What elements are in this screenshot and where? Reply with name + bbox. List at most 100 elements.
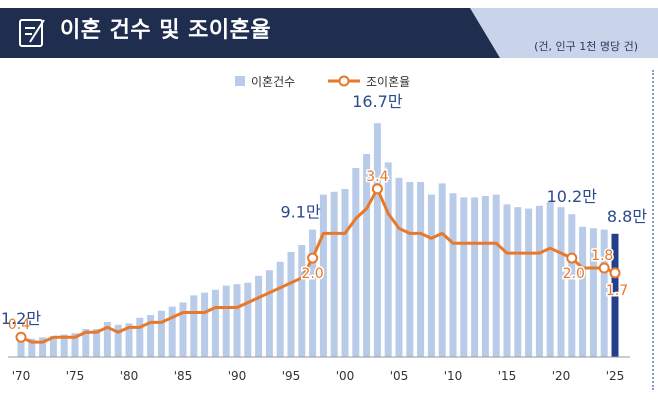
bar-label-2003: 16.7만 [352, 92, 403, 111]
bar-1975 [71, 333, 79, 357]
bar-1972 [39, 337, 47, 357]
bar-1994 [276, 261, 284, 357]
bar-1980 [125, 323, 133, 357]
bar-1990 [233, 284, 241, 357]
bar-1985 [179, 302, 187, 357]
x-tick-labels: '70 '75 '80 '85 '90 '95 '00 '05 '10 '15 '20 '25 [12, 369, 625, 383]
x-tick-2025: '25 [606, 369, 625, 383]
bar-1973 [49, 336, 57, 357]
bar-1978 [103, 322, 111, 357]
data-labels-group: 0.4 2.0 3.4 2.0 1.8 1.7 1.2만 9.1만 16.7만 10.2만 8.8만 [1, 92, 647, 335]
bar-2017 [525, 208, 533, 357]
dotted-divider [652, 70, 654, 390]
x-tick-1990: '90 [228, 369, 247, 383]
rate-marker-1970 [15, 331, 27, 343]
bar-1988 [211, 289, 219, 357]
x-tick-1980: '80 [120, 369, 139, 383]
bar-2013 [481, 196, 489, 357]
bar-2024 [600, 229, 608, 357]
bar-label-2025: 8.8만 [607, 207, 647, 226]
bar-2014 [492, 194, 500, 357]
rate-line-group [15, 183, 621, 344]
legend: 이혼건수 조이혼율 [235, 75, 410, 89]
bar-1979 [114, 324, 122, 357]
bar-2019 [546, 201, 554, 357]
bar-2021 [568, 214, 576, 357]
bar-1984 [168, 306, 176, 357]
bar-2015 [503, 204, 511, 357]
bar-2004 [384, 162, 392, 357]
bar-1986 [190, 295, 198, 357]
bar-2018 [535, 205, 543, 357]
bar-1996 [298, 245, 306, 357]
x-tick-2000: '00 [336, 369, 355, 383]
bar-label-1970: 1.2만 [1, 309, 41, 328]
rate-line [20, 187, 616, 344]
bar-2005 [395, 177, 403, 357]
rate-marker-2021 [566, 252, 578, 264]
legend-bar-swatch [235, 76, 245, 86]
bar-1970 [17, 340, 25, 357]
bar-2012 [471, 197, 479, 357]
bar-2000 [341, 189, 349, 357]
header-banner: 이혼 건수 및 조이혼율 (건, 인구 1천 명당 건) [0, 0, 658, 62]
rate-label-2024: 1.8 [591, 248, 613, 264]
bar-2002 [363, 154, 371, 357]
bar-1997 [309, 229, 317, 357]
x-tick-1975: '75 [66, 369, 85, 383]
bars-group [17, 123, 619, 357]
bar-1982 [147, 315, 155, 357]
bar-label-2021: 10.2만 [547, 187, 598, 206]
bar-2023 [589, 228, 597, 357]
bar-label-1997: 9.1만 [281, 203, 321, 222]
x-tick-2005: '05 [390, 369, 409, 383]
bar-2003 [373, 123, 381, 357]
x-tick-1970: '70 [12, 369, 31, 383]
bar-1987 [201, 292, 209, 357]
bar-2016 [514, 207, 522, 357]
page-title: 이혼 건수 및 조이혼율 [60, 18, 272, 43]
bar-2008 [427, 194, 435, 357]
bar-1983 [157, 310, 165, 357]
bar-2007 [417, 182, 425, 357]
bar-1981 [136, 317, 144, 357]
legend-item-rate: 조이혼율 [366, 75, 410, 89]
bar-1995 [287, 252, 295, 357]
rate-marker-2003 [371, 183, 383, 195]
bar-1993 [265, 270, 273, 357]
bar-2025-highlight [611, 233, 619, 357]
bar-1992 [255, 275, 263, 357]
bar-2020 [557, 207, 565, 357]
unit-note: (건, 인구 1천 명당 건) [534, 40, 638, 53]
rate-marker-1997 [307, 252, 319, 264]
bar-1977 [93, 329, 101, 357]
bar-2001 [352, 168, 360, 357]
bar-1991 [244, 282, 252, 357]
bar-2010 [449, 193, 457, 357]
rate-label-2025: 1.7 [606, 283, 628, 299]
document-pen-icon [19, 19, 45, 47]
bar-1999 [330, 191, 338, 357]
rate-label-2021: 2.0 [563, 266, 585, 282]
x-tick-2020: '20 [552, 369, 571, 383]
x-tick-2010: '10 [444, 369, 463, 383]
bar-1974 [60, 334, 68, 357]
bar-2022 [579, 226, 587, 357]
bar-2011 [460, 197, 468, 357]
rate-label-2003: 3.4 [366, 169, 388, 185]
rate-marker-2024 [598, 262, 610, 274]
bar-2006 [406, 182, 414, 357]
rate-label-1997: 2.0 [301, 266, 323, 282]
bar-2009 [438, 183, 446, 357]
x-tick-2015: '15 [498, 369, 517, 383]
legend-line-marker [338, 75, 350, 87]
legend-item-divorces: 이혼건수 [251, 75, 295, 89]
x-tick-1995: '95 [282, 369, 301, 383]
bar-1989 [222, 285, 230, 357]
rate-marker-2025 [609, 267, 621, 279]
bar-1998 [319, 194, 327, 357]
bar-1971 [28, 338, 36, 357]
x-tick-1985: '85 [174, 369, 193, 383]
header-shape [0, 8, 658, 58]
